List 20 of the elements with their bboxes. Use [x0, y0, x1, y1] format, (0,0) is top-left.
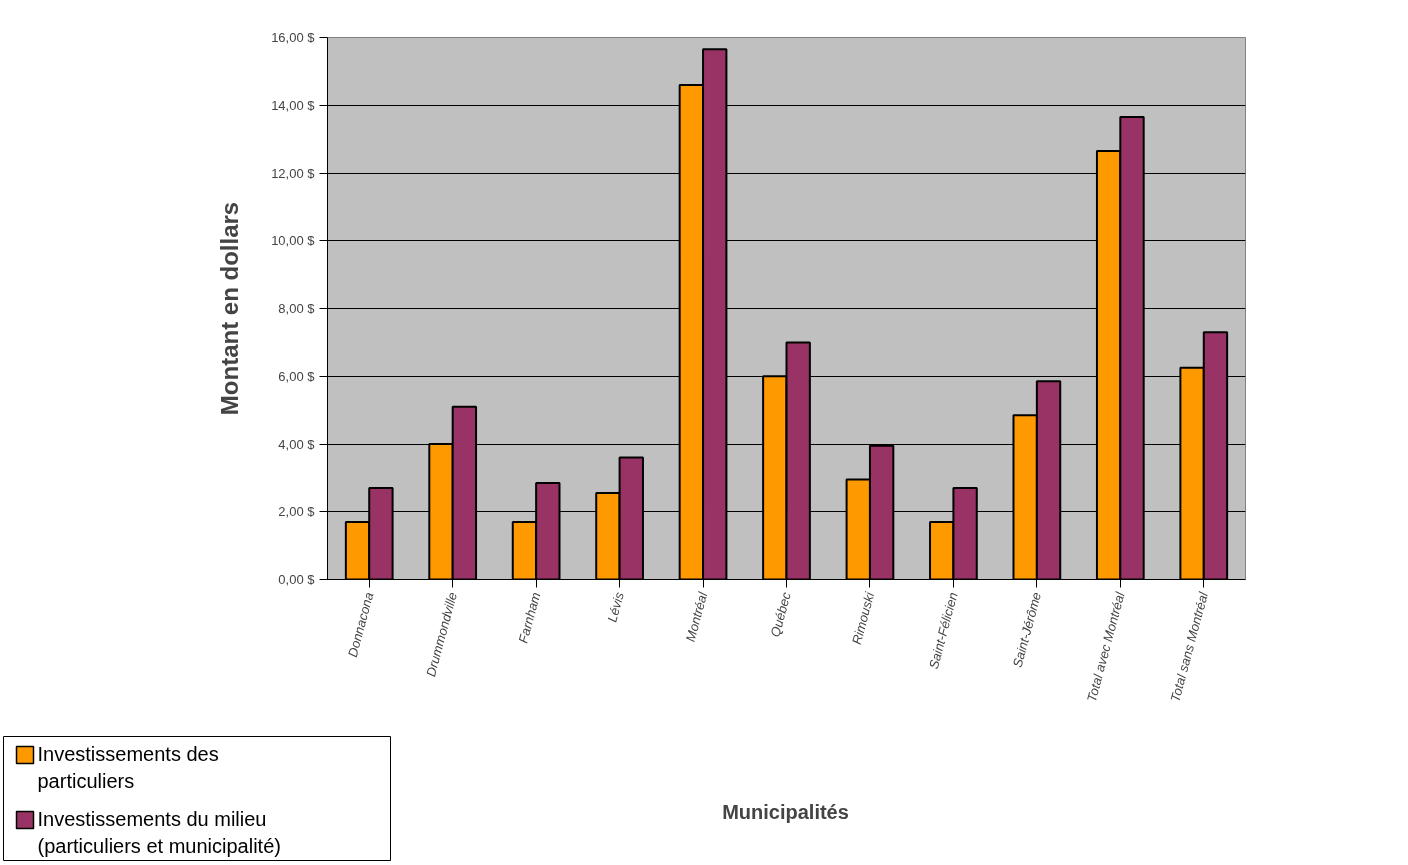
x-tick-label: Lévis: [604, 590, 627, 624]
legend-label: Investissements du milieu (particuliers et municipalité): [37, 807, 281, 857]
y-tick-label: 6,00 $: [278, 368, 316, 384]
x-tick-label: Total avec Montréal: [1083, 589, 1128, 704]
y-tick-label: 0,00 $: [278, 572, 316, 587]
y-tick-label: 10,00 $: [271, 233, 316, 249]
y-tick-label: 4,00 $: [278, 436, 316, 452]
x-tick-label: Rimouski: [848, 589, 878, 647]
y-axis-title: Montant en dollars: [216, 201, 244, 416]
y-tick-label: 12,00 $: [271, 165, 316, 181]
x-tick-label: Québec: [767, 590, 794, 639]
x-tick-label: Farnham: [515, 590, 544, 645]
x-tick-label: Total sans Montréal: [1167, 589, 1212, 704]
y-tick-label: 16,00 $: [271, 30, 316, 45]
y-tick-label: 2,00 $: [278, 504, 316, 520]
y-tick-label: 14,00 $: [271, 97, 316, 113]
y-tick-label: 8,00 $: [278, 301, 316, 316]
x-tick-label: Montréal: [682, 589, 711, 644]
legend-label: Investissements des particuliers: [37, 742, 219, 792]
x-axis-title: Municipalités: [722, 800, 849, 823]
